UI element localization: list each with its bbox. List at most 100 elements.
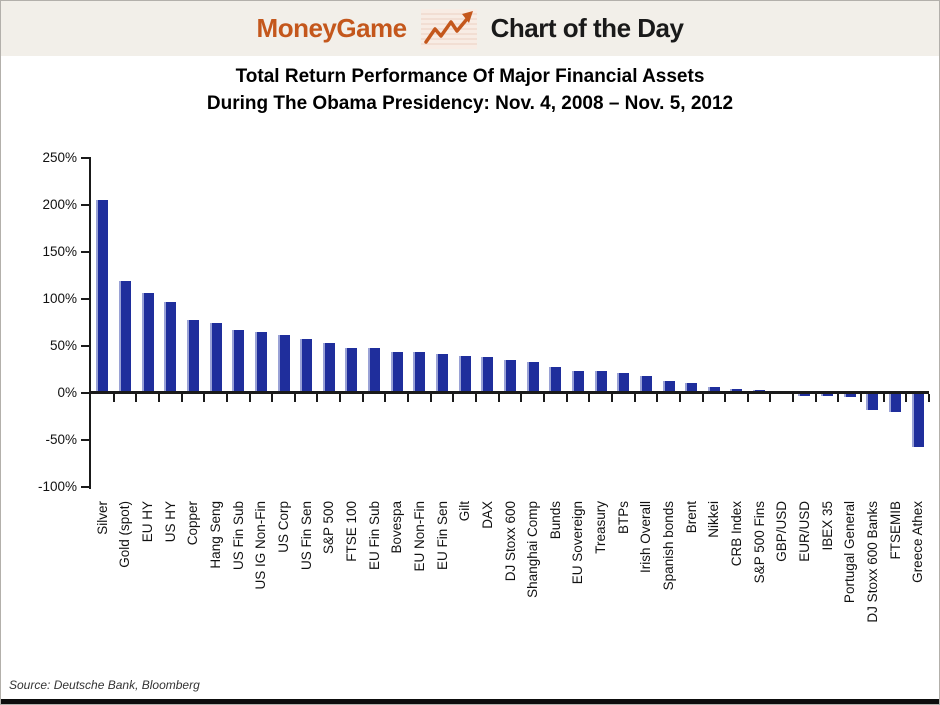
x-axis-tick: [339, 394, 342, 402]
x-axis-tick: [769, 394, 772, 402]
x-axis-tick: [701, 394, 704, 402]
x-axis-tick: [407, 394, 410, 402]
line-chart-arrow-icon: [420, 8, 477, 49]
x-axis-tick: [724, 394, 727, 402]
x-axis-tick: [384, 394, 387, 402]
y-axis-tick: [81, 157, 89, 159]
header: MoneyGame Chart of the Day: [1, 1, 939, 56]
y-axis-label: 200%: [42, 197, 77, 212]
chart-title: Total Return Performance Of Major Financ…: [1, 63, 939, 117]
x-axis-tick: [452, 394, 455, 402]
x-axis-label: EU HY: [140, 501, 156, 543]
x-axis-tick: [225, 394, 228, 402]
x-axis-label: Spanish bonds: [661, 501, 677, 591]
bar: [118, 281, 131, 393]
x-axis-tick: [248, 394, 251, 402]
bar: [322, 343, 335, 393]
x-axis-tick: [271, 394, 274, 402]
bar: [481, 357, 494, 393]
bar: [141, 293, 154, 393]
x-axis-tick: [678, 394, 681, 402]
y-axis-label: 250%: [42, 150, 77, 165]
bar: [254, 331, 267, 393]
x-axis-tick: [180, 394, 183, 402]
x-axis-tick: [520, 394, 523, 402]
x-axis-tick: [860, 394, 863, 402]
x-axis-tick: [610, 394, 613, 402]
x-axis-label: EUR/USD: [796, 501, 812, 562]
x-axis-tick: [293, 394, 296, 402]
bar: [186, 319, 199, 393]
bar: [458, 356, 471, 393]
x-axis-label: EU Fin Sen: [434, 501, 450, 571]
bar: [436, 354, 449, 393]
x-axis-tick: [542, 394, 545, 402]
bar: [390, 351, 403, 393]
x-axis-label: FTSE 100: [343, 501, 359, 562]
x-axis-tick: [497, 394, 500, 402]
x-axis-label: US IG Non-Fin: [253, 501, 269, 590]
x-axis-tick: [203, 394, 206, 402]
y-axis-tick: [81, 204, 89, 206]
x-axis-tick: [429, 394, 432, 402]
bar: [345, 347, 358, 393]
x-axis-tick: [905, 394, 908, 402]
y-axis-label: -100%: [37, 479, 77, 494]
x-axis-tick: [882, 394, 885, 402]
x-axis-label: Bunds: [547, 501, 563, 540]
bottom-border-bar: [1, 699, 939, 704]
x-axis-label: US HY: [162, 501, 178, 543]
x-axis-label: US Fin Sen: [298, 501, 314, 571]
x-axis-tick: [475, 394, 478, 402]
x-axis-label: Shanghai Comp: [525, 501, 541, 598]
x-axis-label: Bovespa: [389, 501, 405, 554]
bar: [277, 334, 290, 393]
x-axis-label: Nikkei: [706, 501, 722, 538]
bar: [798, 393, 811, 396]
x-axis-line: [91, 391, 929, 394]
y-axis-tick: [81, 298, 89, 300]
x-axis-tick: [814, 394, 817, 402]
bar: [549, 366, 562, 393]
source-note: Source: Deutsche Bank, Bloomberg: [9, 678, 200, 692]
y-axis-tick: [81, 439, 89, 441]
header-title: Chart of the Day: [490, 13, 684, 43]
x-axis-label: IBEX 35: [819, 501, 835, 551]
x-axis-tick: [157, 394, 160, 402]
x-axis-label: Gilt: [457, 501, 473, 522]
x-axis-label: Greece Athex: [910, 501, 926, 583]
x-axis-tick: [112, 394, 115, 402]
x-axis-label: S&P 500 Fins: [751, 501, 767, 584]
x-axis-label: US Fin Sub: [230, 501, 246, 571]
chart-title-line2: During The Obama Presidency: Nov. 4, 200…: [206, 93, 734, 114]
brand-logo-text: MoneyGame: [256, 13, 408, 43]
bar: [526, 361, 539, 393]
x-axis-tick: [588, 394, 591, 402]
y-axis-label: -50%: [45, 432, 77, 447]
x-axis-label: CRB Index: [728, 501, 744, 567]
x-axis-label: Irish Overall: [638, 501, 654, 574]
x-axis-label: EU Fin Sub: [366, 501, 382, 571]
bar: [843, 393, 856, 397]
x-axis-label: Copper: [185, 501, 201, 546]
x-axis-label: EU Non-Fin: [411, 501, 427, 572]
bar: [821, 393, 834, 396]
y-axis-label: 150%: [42, 244, 77, 259]
x-axis-label: Treasury: [593, 501, 609, 554]
bar: [889, 393, 902, 412]
x-axis-label: FTSEMIB: [887, 501, 903, 560]
x-axis-tick: [656, 394, 659, 402]
bar: [504, 360, 516, 393]
x-axis-label: BTPs: [615, 501, 631, 535]
x-axis-tick: [361, 394, 364, 402]
y-axis-label: 0%: [57, 385, 77, 400]
bar: [685, 382, 698, 393]
x-axis-label: Brent: [683, 501, 699, 534]
bar: [707, 387, 720, 393]
x-axis-label: US Corp: [276, 501, 291, 553]
bar: [368, 347, 381, 393]
bar: [639, 376, 652, 393]
x-axis-label: EU Sovereign: [570, 501, 586, 585]
bar: [911, 393, 924, 447]
x-axis-label: DJ Stoxx 600: [502, 501, 518, 582]
